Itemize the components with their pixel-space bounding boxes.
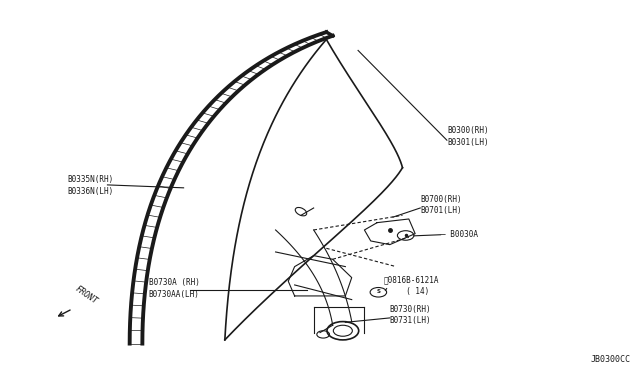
Text: B0335N(RH)
B0336N(LH): B0335N(RH) B0336N(LH) xyxy=(67,175,114,196)
Text: JB0300CC: JB0300CC xyxy=(591,355,631,364)
Text: B0300(RH)
B0301(LH): B0300(RH) B0301(LH) xyxy=(447,126,488,147)
Text: — B0030A: — B0030A xyxy=(440,230,477,239)
Text: B0700(RH)
B0701(LH): B0700(RH) B0701(LH) xyxy=(420,195,462,215)
Text: B0730A (RH)
B0730AA(LH): B0730A (RH) B0730AA(LH) xyxy=(148,278,200,299)
Text: FRONT: FRONT xyxy=(74,285,99,306)
Text: S: S xyxy=(376,289,380,294)
Text: B0730(RH)
B0731(LH): B0730(RH) B0731(LH) xyxy=(390,305,431,326)
Text: ⒖0816B-6121A
     ( 14): ⒖0816B-6121A ( 14) xyxy=(383,275,439,296)
